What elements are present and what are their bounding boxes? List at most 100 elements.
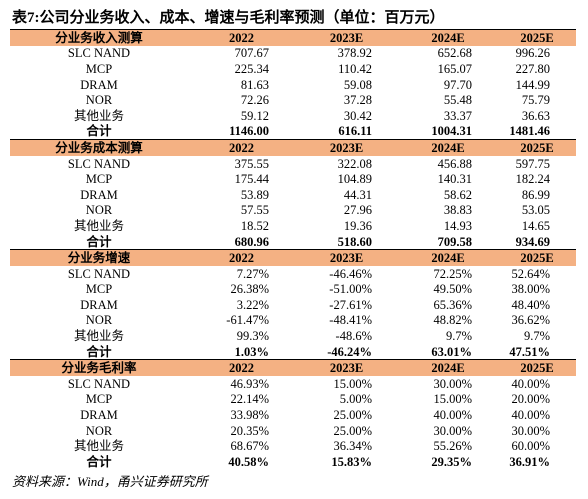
cell-value: 75.79 <box>521 93 550 108</box>
data-row: 其他业务 99.3% -48.6% 9.7% 9.7% <box>10 328 576 344</box>
cell-value: 456.88 <box>437 156 472 171</box>
cell-value: 65.36% <box>433 297 472 312</box>
cell-value: 40.00% <box>511 408 550 423</box>
cell-value: 20.35% <box>230 423 269 438</box>
cell-value: -48.6% <box>335 329 372 344</box>
cell-value: 57.55 <box>240 203 269 218</box>
cell-value: -51.00% <box>329 282 372 297</box>
cell-value: 144.99 <box>515 77 550 92</box>
cell-value: 15.00% <box>433 392 472 407</box>
section-title: 分业务增速 <box>10 249 188 266</box>
cell-value: 709.58 <box>437 234 472 249</box>
cell-value: 47.51% <box>509 344 550 359</box>
row-label: SLC NAND <box>67 376 131 391</box>
cell-value: 597.75 <box>515 156 550 171</box>
section-title: 分业务毛利率 <box>10 359 188 377</box>
cell-value: 99.3% <box>236 329 269 344</box>
column-header: 2024E <box>398 249 498 266</box>
cell-value: 1146.00 <box>229 124 269 139</box>
cell-value: 46.93% <box>230 376 269 391</box>
cell-value: 29.35% <box>431 454 472 469</box>
row-label: SLC NAND <box>67 46 131 61</box>
column-header: 2023E <box>295 359 398 377</box>
cell-value: 40.58% <box>228 454 269 469</box>
data-row: MCP 225.34 110.42 165.07 227.80 <box>10 61 576 77</box>
data-row: MCP 26.38% -51.00% 49.50% 38.00% <box>10 282 576 298</box>
cell-value: 18.52 <box>240 218 269 233</box>
row-label: SLC NAND <box>67 156 131 171</box>
data-row: NOR -61.47% -48.41% 48.82% 36.62% <box>10 313 576 329</box>
cell-value: 33.37 <box>443 108 472 123</box>
cell-value: 58.62 <box>443 187 472 202</box>
cell-value: 7.27% <box>236 266 269 281</box>
cell-value: 616.11 <box>338 124 372 139</box>
cell-value: 33.98% <box>230 408 269 423</box>
row-label: NOR <box>85 203 113 218</box>
cell-value: 30.00% <box>511 423 550 438</box>
cell-value: 40.00% <box>511 376 550 391</box>
cell-value: 44.31 <box>343 187 372 202</box>
cell-value: 72.26 <box>240 93 269 108</box>
source-note: 资料来源：Wind，甬兴证券研究所 <box>12 474 208 489</box>
cell-value: 55.26% <box>433 439 472 454</box>
cell-value: 934.69 <box>515 234 550 249</box>
row-label: 其他业务 <box>73 329 124 344</box>
cell-value: 140.31 <box>437 172 472 187</box>
section-header-row: 分业务成本测算 2022 2023E 2024E 2025E <box>10 139 576 156</box>
data-row: NOR 57.55 27.96 38.83 53.05 <box>10 203 576 219</box>
cell-value: 25.00% <box>333 423 372 438</box>
data-row: 合计 1146.00 616.11 1004.31 1481.46 <box>10 124 576 140</box>
cell-value: 59.12 <box>240 108 269 123</box>
column-header: 2022 <box>188 249 295 266</box>
cell-value: 36.63 <box>521 108 550 123</box>
cell-value: 60.00% <box>511 439 550 454</box>
row-label: 其他业务 <box>73 439 124 454</box>
cell-value: 72.25% <box>433 266 472 281</box>
cell-value: 30.00% <box>433 376 472 391</box>
cell-value: 53.89 <box>240 187 269 202</box>
cell-value: 996.26 <box>515 46 550 61</box>
cell-value: 59.08 <box>343 77 372 92</box>
column-header: 2023E <box>295 139 398 156</box>
cell-value: -46.46% <box>329 266 372 281</box>
data-row: DRAM 53.89 44.31 58.62 86.99 <box>10 187 576 203</box>
data-row: DRAM 33.98% 25.00% 40.00% 40.00% <box>10 407 576 423</box>
row-label: DRAM <box>80 77 118 92</box>
column-header: 2023E <box>295 28 398 46</box>
row-label: DRAM <box>80 187 118 202</box>
column-header: 2025E <box>498 249 576 266</box>
cell-value: 20.00% <box>511 392 550 407</box>
section-header-row: 分业务增速 2022 2023E 2024E 2025E <box>10 249 576 266</box>
table-title: 表7:公司分业务收入、成本、增速与毛利率预测（单位：百万元） <box>12 10 445 26</box>
cell-value: 375.55 <box>234 156 269 171</box>
data-row: NOR 20.35% 25.00% 30.00% 30.00% <box>10 423 576 439</box>
cell-value: 49.50% <box>433 282 472 297</box>
cell-value: -61.47% <box>226 313 269 328</box>
cell-value: 36.91% <box>509 454 550 469</box>
row-label: NOR <box>85 423 113 438</box>
cell-value: 9.7% <box>523 329 550 344</box>
cell-value: 652.68 <box>437 46 472 61</box>
cell-value: 175.44 <box>234 172 269 187</box>
cell-value: 55.48 <box>443 93 472 108</box>
row-label: 其他业务 <box>73 218 124 233</box>
cell-value: 225.34 <box>234 61 269 76</box>
cell-value: 40.00% <box>433 408 472 423</box>
column-header: 2025E <box>498 139 576 156</box>
data-row: 合计 1.03% -46.24% 63.01% 47.51% <box>10 344 576 360</box>
section-header-row: 分业务收入测算 2022 2023E 2024E 2025E <box>10 28 576 46</box>
column-header: 2024E <box>398 139 498 156</box>
cell-value: 1481.46 <box>509 124 550 139</box>
cell-value: 15.00% <box>333 376 372 391</box>
cell-value: 1.03% <box>234 344 269 359</box>
cell-value: 48.82% <box>433 313 472 328</box>
cell-value: 14.65 <box>521 218 550 233</box>
cell-value: 25.00% <box>333 408 372 423</box>
cell-value: 22.14% <box>230 392 269 407</box>
cell-value: -46.24% <box>327 344 372 359</box>
cell-value: 1004.31 <box>431 124 472 139</box>
cell-value: 378.92 <box>337 46 372 61</box>
row-label: 合计 <box>86 454 112 469</box>
data-row: DRAM 3.22% -27.61% 65.36% 48.40% <box>10 297 576 313</box>
data-row: SLC NAND 707.67 378.92 652.68 996.26 <box>10 46 576 62</box>
